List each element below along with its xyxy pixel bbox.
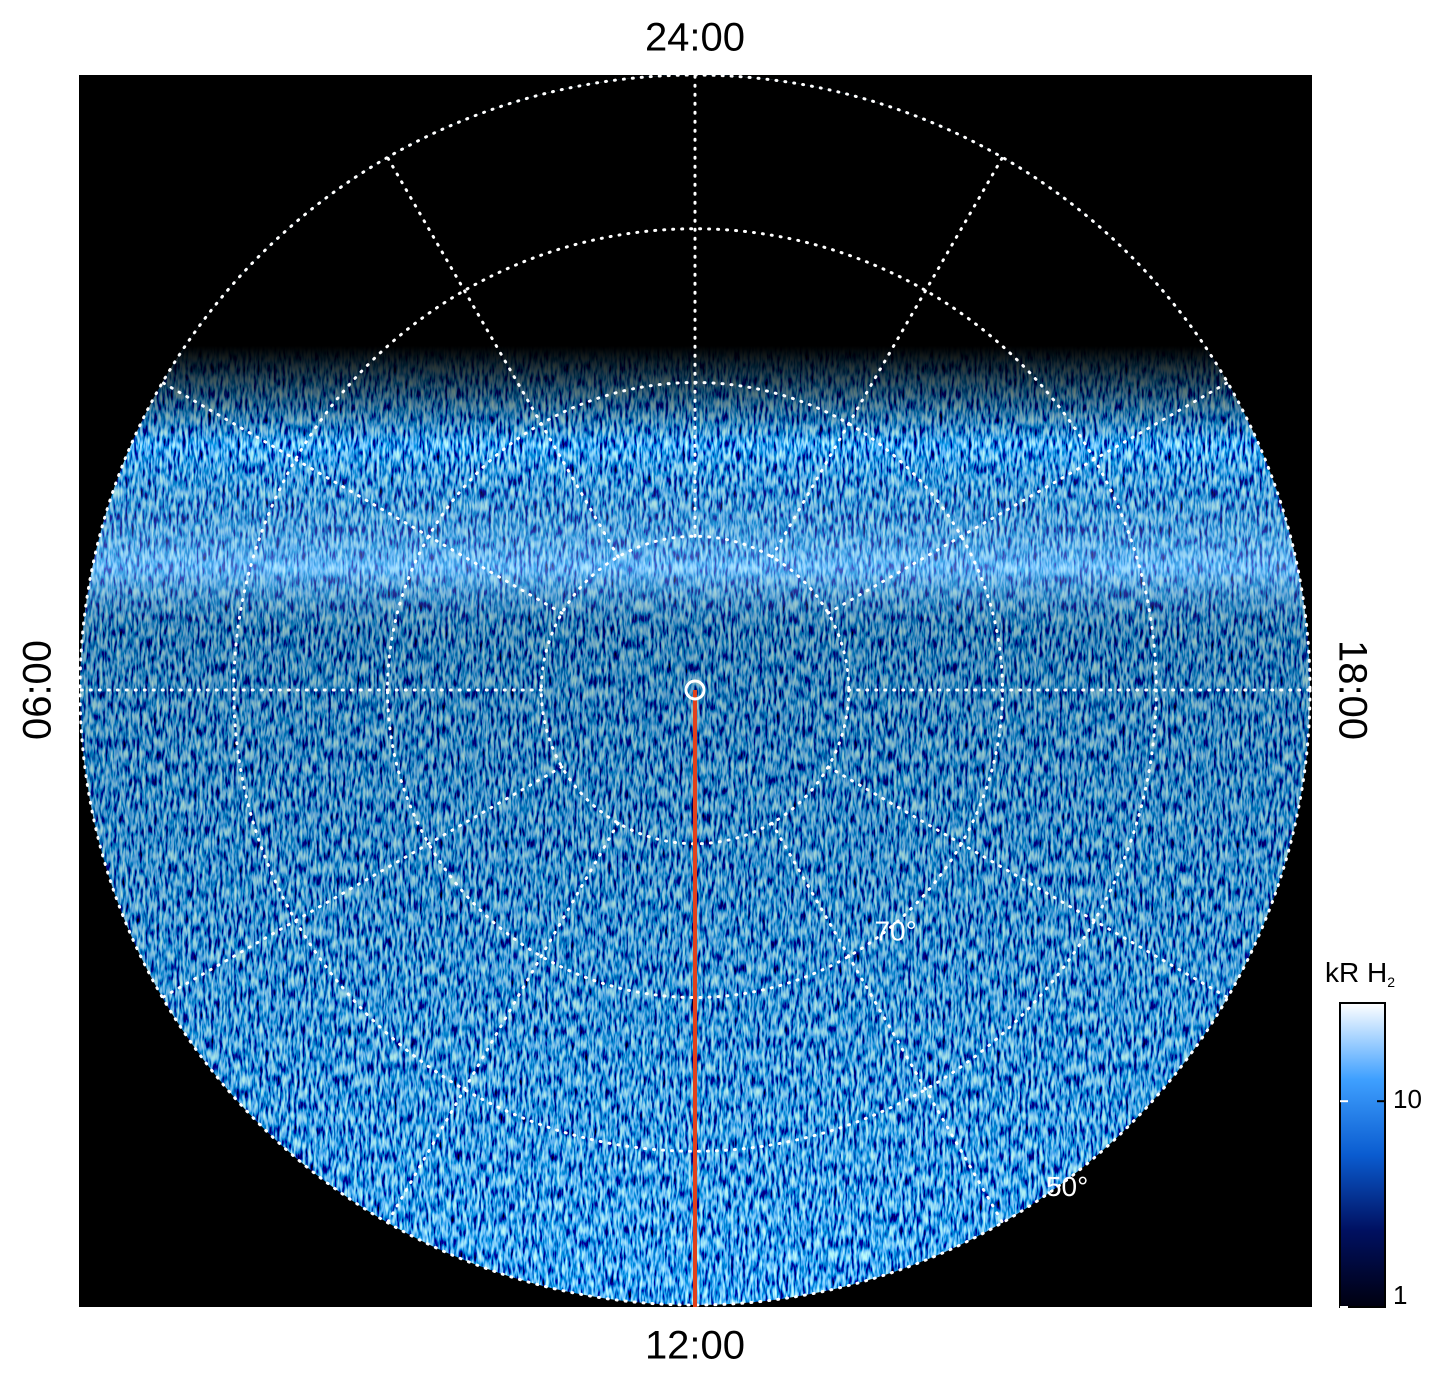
colorbar-label: kR H2 [1325, 957, 1395, 989]
colorbar [1339, 1002, 1386, 1308]
lt-label: 12:00 [645, 1324, 745, 1368]
lat-circle [78, 73, 1312, 1307]
lt-label: 24:00 [645, 16, 745, 60]
lt-label: 18:00 [1330, 640, 1374, 740]
lat-circle [539, 534, 851, 846]
colorbar-tick-label: 10 [1393, 1084, 1422, 1114]
colorbar-label-main: kR H [1325, 957, 1387, 988]
colorbar-label-sub: 2 [1387, 974, 1395, 990]
colorbar-tick-label: 1 [1393, 1280, 1407, 1310]
grid [78, 73, 1312, 1307]
lat-circle [386, 381, 1004, 999]
lat-circle [232, 227, 1158, 1153]
lt-label: 06:00 [16, 640, 60, 740]
lat-label: 50° [1046, 1171, 1088, 1202]
pole-marker [684, 679, 706, 701]
lat-label: 70° [874, 916, 916, 947]
